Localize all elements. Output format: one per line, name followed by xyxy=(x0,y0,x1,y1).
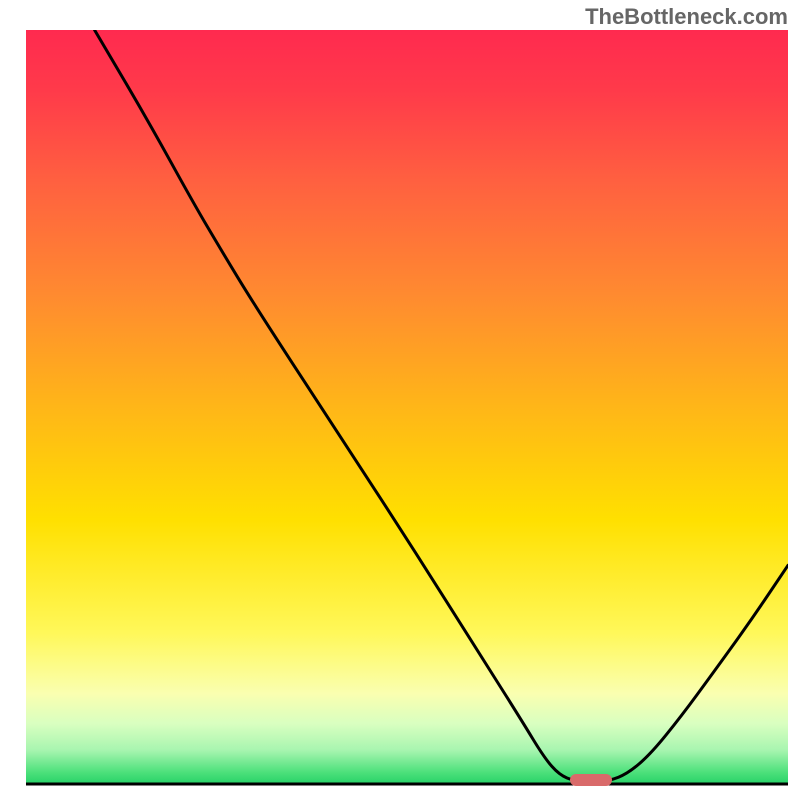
optimum-marker xyxy=(570,774,612,786)
watermark-text: TheBottleneck.com xyxy=(585,4,788,30)
chart-container: TheBottleneck.com xyxy=(0,0,800,800)
x-axis xyxy=(0,0,800,800)
